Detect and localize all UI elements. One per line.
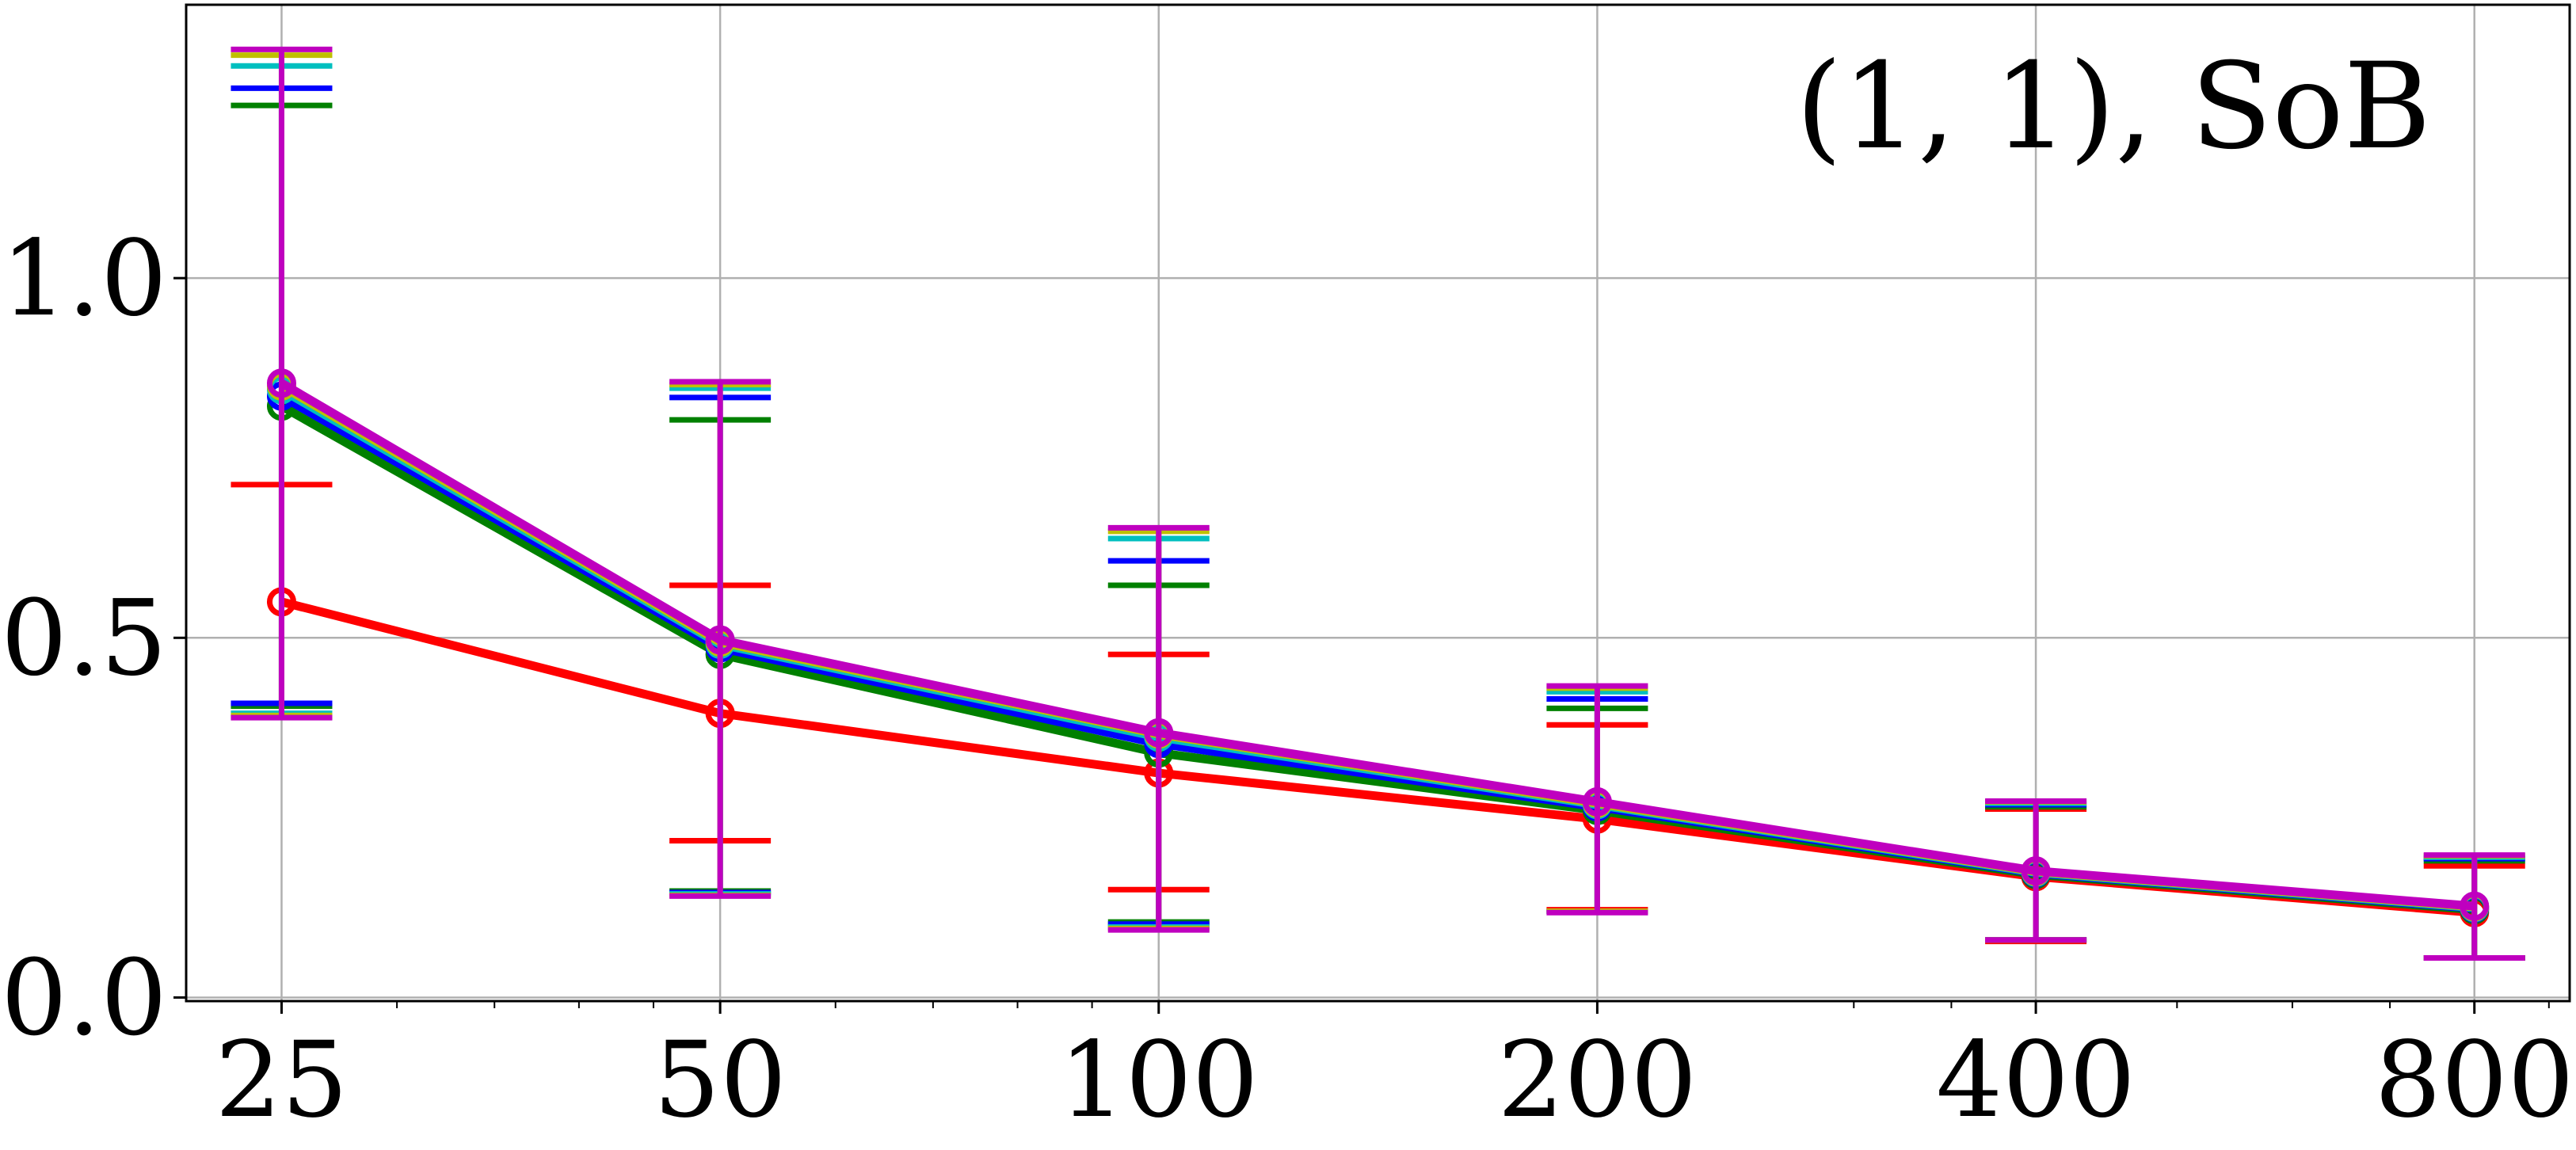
y-tick-label: 0.0 bbox=[1, 937, 167, 1059]
series-line bbox=[279, 382, 2475, 912]
series-line bbox=[280, 597, 2475, 917]
x-tick-label: 50 bbox=[654, 1019, 787, 1141]
data-point bbox=[2460, 891, 2490, 921]
y-tick-label: 0.5 bbox=[1, 577, 167, 699]
y-tick-label: 1.0 bbox=[1, 218, 167, 340]
series bbox=[231, 102, 2525, 962]
grid bbox=[186, 5, 2570, 1001]
plot-frame bbox=[185, 3, 2571, 1003]
series-group bbox=[231, 46, 2525, 962]
series bbox=[231, 63, 2525, 962]
x-tick-label: 800 bbox=[2375, 1019, 2574, 1141]
series-line bbox=[279, 402, 2475, 915]
x-tick-label: 25 bbox=[215, 1019, 348, 1141]
data-point bbox=[2021, 856, 2051, 886]
x-tick-label: 200 bbox=[1497, 1019, 1697, 1141]
series bbox=[231, 85, 2525, 962]
data-point bbox=[266, 368, 296, 398]
series bbox=[231, 52, 2525, 962]
axes: 25 50 100 200 400 800 0.0 0.5 1.0 bbox=[1, 218, 2574, 1141]
series bbox=[231, 46, 2525, 962]
series-line bbox=[279, 386, 2475, 912]
series-line bbox=[279, 379, 2475, 911]
x-tick-label: 400 bbox=[1936, 1019, 2136, 1141]
annotation-label: (1, 1), SoB bbox=[1796, 38, 2431, 176]
data-point bbox=[705, 625, 735, 655]
x-tick-label: 100 bbox=[1059, 1019, 1259, 1141]
data-point bbox=[1144, 718, 1174, 748]
data-point bbox=[1582, 786, 1612, 817]
series-line bbox=[279, 392, 2475, 913]
